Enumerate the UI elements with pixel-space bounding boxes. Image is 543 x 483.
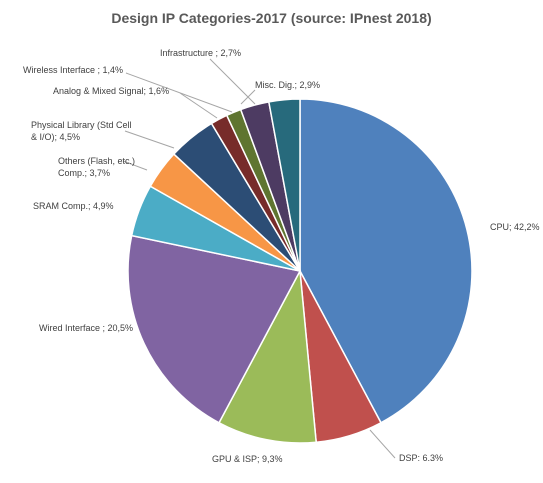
- slice-label-line: & I/O); 4,5%: [31, 132, 80, 142]
- slice-label-line: Physical Library (Std Cell: [31, 120, 132, 130]
- slice-label-line: CPU; 42,2%: [490, 222, 540, 232]
- slice-label: Misc. Dig.; 2,9%: [255, 80, 320, 90]
- slice-label: Others (Flash, etc.) Comp.; 3,7%: [58, 156, 135, 178]
- slice-label-line: Infrastructure ; 2,7%: [160, 48, 241, 58]
- leader-line: [179, 92, 218, 119]
- slice-label-line: Analog & Mixed Signal; 1,6%: [53, 86, 169, 96]
- slice-label-line: SRAM Comp.; 4,9%: [33, 201, 114, 211]
- slice-label-line: Comp.; 3,7%: [58, 168, 110, 178]
- pie-slice: [267, 98, 301, 272]
- slice-label: Physical Library (Std Cell & I/O); 4,5%: [31, 120, 132, 142]
- slice-label: CPU; 42,2%: [490, 222, 540, 232]
- leader-line: [122, 160, 148, 171]
- slice-label-line: Misc. Dig.; 2,9%: [255, 80, 320, 90]
- leader-line: [209, 58, 256, 105]
- slice-label-line: Others (Flash, etc.): [58, 156, 135, 166]
- slice-label: Wireless Interface ; 1,4%: [23, 65, 123, 75]
- leader-line: [369, 429, 396, 459]
- slice-label-line: GPU & ISP; 9,3%: [212, 454, 283, 464]
- pie-slice: [299, 98, 473, 424]
- slice-label: DSP: 6.3%: [399, 453, 443, 463]
- slice-label-line: Wired Interface ; 20,5%: [39, 323, 133, 333]
- leader-line: [124, 130, 175, 149]
- slice-label-line: DSP: 6.3%: [399, 453, 443, 463]
- slice-label: SRAM Comp.; 4,9%: [33, 201, 114, 211]
- pie-slice: [127, 234, 302, 424]
- chart-title: Design IP Categories-2017 (source: IPnes…: [111, 10, 432, 26]
- leader-line: [240, 89, 256, 105]
- pie-slice: [218, 268, 318, 444]
- slice-label: Wired Interface ; 20,5%: [39, 323, 133, 333]
- slice-label-line: Wireless Interface ; 1,4%: [23, 65, 123, 75]
- slice-label: Infrastructure ; 2,7%: [160, 48, 241, 58]
- leader-line: [125, 72, 233, 113]
- slice-label: GPU & ISP; 9,3%: [212, 454, 283, 464]
- slice-label: Analog & Mixed Signal; 1,6%: [53, 86, 169, 96]
